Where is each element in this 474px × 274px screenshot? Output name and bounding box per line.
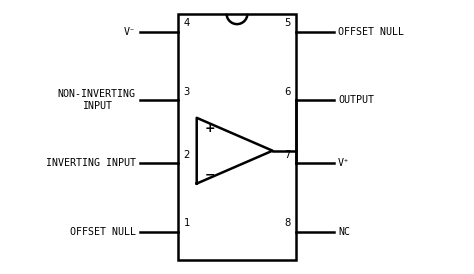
Text: OFFSET NULL: OFFSET NULL [338, 27, 404, 36]
Text: 3: 3 [183, 87, 190, 97]
Text: 6: 6 [284, 87, 291, 97]
Text: NON-INVERTING
INPUT: NON-INVERTING INPUT [58, 89, 136, 111]
Text: 4: 4 [183, 18, 190, 28]
Text: V⁻: V⁻ [124, 27, 136, 36]
Text: 2: 2 [183, 150, 190, 160]
Text: 5: 5 [284, 18, 291, 28]
Text: +: + [205, 122, 215, 135]
Text: 8: 8 [284, 218, 291, 228]
Text: 7: 7 [284, 150, 291, 160]
Text: NC: NC [338, 227, 350, 236]
Text: 1: 1 [183, 218, 190, 228]
Text: INVERTING INPUT: INVERTING INPUT [46, 158, 136, 168]
Text: OFFSET NULL: OFFSET NULL [70, 227, 136, 236]
Text: −: − [205, 168, 215, 181]
Text: V⁺: V⁺ [338, 158, 350, 168]
Text: OUTPUT: OUTPUT [338, 95, 374, 105]
Bar [178, 14, 296, 260]
